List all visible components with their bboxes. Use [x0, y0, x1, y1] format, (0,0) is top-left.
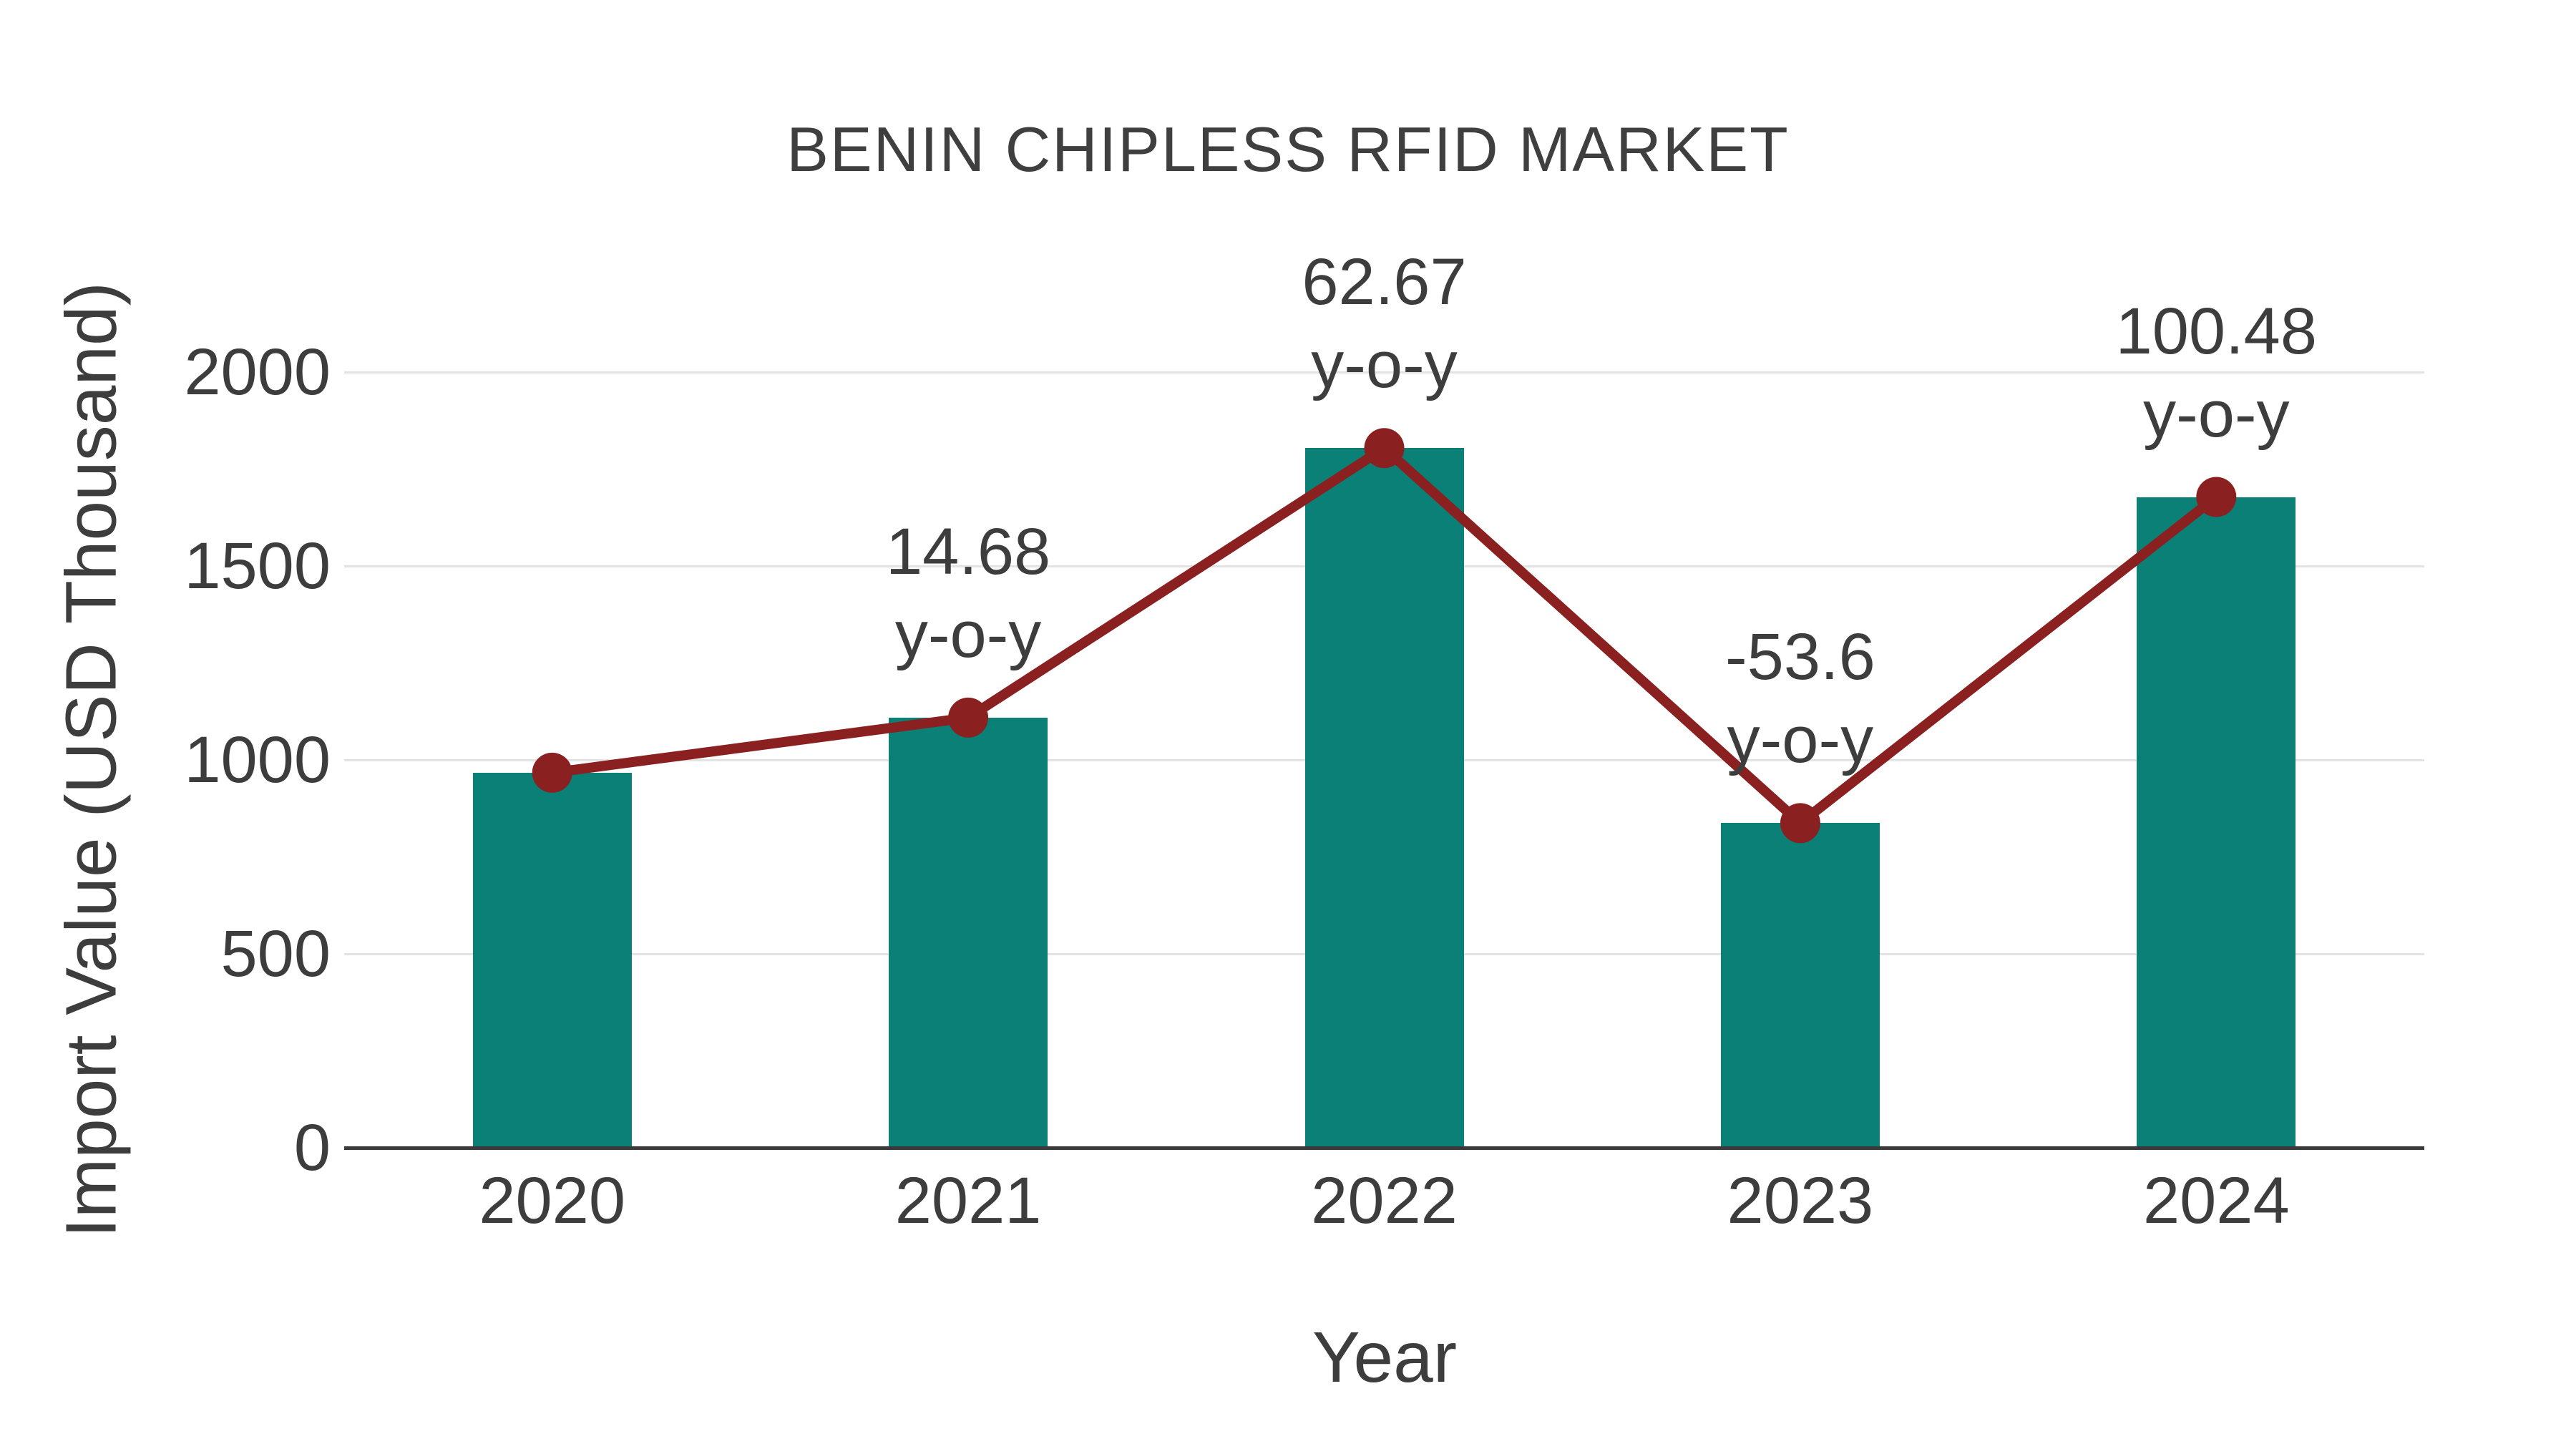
x-tick-label-2022: 2022	[1311, 1164, 1458, 1237]
bar-2021	[889, 717, 1048, 1148]
bar-2024	[2137, 497, 2296, 1148]
x-tick-label-2020: 2020	[479, 1164, 626, 1237]
yoy-suffix-2022: y-o-y	[1311, 328, 1458, 402]
yoy-label-2024: 100.48 y-o-y	[2116, 290, 2317, 456]
yoy-suffix-2021: y-o-y	[894, 597, 1042, 671]
bar-2022	[1304, 448, 1464, 1148]
y-tick-label-2000: 2000	[184, 336, 331, 409]
yoy-label-2022: 62.67 y-o-y	[1302, 240, 1466, 406]
yoy-value-2022: 62.67	[1302, 245, 1467, 319]
yoy-label-2023: -53.6 y-o-y	[1725, 615, 1875, 781]
x-tick-label-2021: 2021	[894, 1164, 1042, 1237]
y-tick-label-1500: 1500	[184, 530, 331, 602]
yoy-value-2023: -53.6	[1725, 620, 1875, 694]
yoy-value-2021: 14.68	[885, 514, 1051, 588]
yoy-suffix-2023: y-o-y	[1727, 703, 1874, 777]
y-tick-label-1000: 1000	[184, 723, 331, 796]
chart-title: BENIN CHIPLESS RFID MARKET	[786, 114, 1790, 185]
y-tick-label-500: 500	[220, 917, 331, 990]
yoy-label-2021: 14.68 y-o-y	[886, 510, 1050, 676]
gridline-2000	[344, 371, 2424, 374]
x-tick-label-2024: 2024	[2142, 1164, 2290, 1237]
x-axis-title: Year	[1312, 1317, 1458, 1397]
bar-2023	[1720, 823, 1880, 1148]
bar-2020	[472, 772, 632, 1148]
x-tick-label-2023: 2023	[1727, 1164, 1874, 1237]
x-axis-line	[344, 1146, 2424, 1150]
yoy-value-2024: 100.48	[2115, 294, 2317, 368]
y-tick-label-0: 0	[293, 1111, 331, 1184]
yoy-suffix-2024: y-o-y	[2143, 377, 2290, 451]
